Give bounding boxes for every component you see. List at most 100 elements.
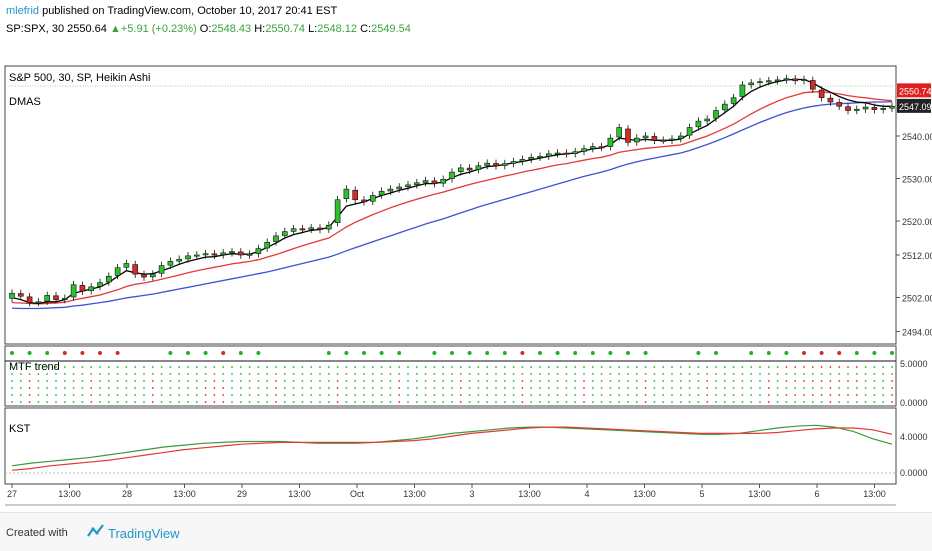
open-label: O: [199,23,212,35]
mtf-top-dot [238,351,243,355]
mtf-dot [847,380,849,382]
mtf-dot [609,366,612,368]
mtf-top-dot [608,351,613,355]
mtf-dot [213,366,216,368]
mtf-dot [310,380,313,382]
mtf-dot [204,373,207,375]
mtf-dot [459,373,462,375]
mtf-dot [679,394,682,396]
mtf-dot [354,401,357,403]
mtf-dot [785,394,788,396]
mtf-dot [609,387,612,389]
mtf-dot [424,366,427,368]
chart-canvas[interactable]: S&P 500, 30, SP, Heikin Ashi DMAS MTF tr… [0,0,932,512]
mtf-dot [495,373,497,375]
mtf-dot [345,394,348,396]
mtf-dot [389,373,392,375]
mtf-dot [187,394,189,396]
mtf-dot [160,401,163,403]
mtf-dot [90,380,93,382]
mtf-dot [90,401,93,403]
candle-body [106,275,112,283]
mtf-dot [451,373,453,375]
mtf-dot [838,380,841,382]
mtf-dot [257,373,260,375]
mtf-dot [178,366,181,368]
mtf-dot [160,373,163,375]
mtf-dot [512,394,515,396]
mtf-dot [847,373,849,375]
mtf-dot [292,387,295,389]
mtf-top-dot [714,351,718,355]
mtf-pane-frame [4,345,897,407]
mtf-dot [72,401,75,403]
mtf-dot [618,380,621,382]
tradingview-brand[interactable]: TradingView [108,526,180,541]
mtf-dot [477,380,480,382]
candle-body [695,120,702,128]
mtf-dot [11,401,13,403]
author-link[interactable]: mlefrid [6,5,40,17]
mtf-dot [838,387,841,389]
mtf-pane-title: MTF trend [9,361,60,373]
mtf-dot [671,401,673,403]
mtf-dot [741,401,744,403]
mtf-dot [829,380,832,382]
mtf-dot [398,380,401,382]
mtf-dot [55,387,57,389]
mtf-dot [11,373,13,375]
mtf-dot [785,380,788,382]
candle-body [783,78,790,81]
mtf-dot [539,387,541,389]
kst-axis-label: 0.0000 [900,468,928,478]
mtf-dot [239,366,242,368]
mtf-dot [275,394,277,396]
time-tick-label: 13:00 [518,489,541,499]
mtf-dot [424,401,427,403]
candle-body [774,79,781,82]
mtf-dot [231,394,233,396]
mtf-dot [336,401,339,403]
mtf-dot [644,394,647,396]
mtf-dot [635,387,638,389]
mtf-dot [820,366,823,368]
mtf-top-dot [186,351,190,355]
mtf-dot [803,394,805,396]
candle-body [114,267,121,276]
candle-body [17,293,24,297]
mtf-dot [424,373,427,375]
mtf-dot [116,387,119,389]
mtf-dot [433,401,436,403]
candle-body [598,146,605,149]
mtf-dot [266,366,269,368]
mtf-dot [336,366,339,368]
mtf-dot [662,387,665,389]
mtf-dot [143,387,145,389]
mtf-dot [556,366,559,368]
candle-body [79,285,86,292]
mtf-dot [204,394,207,396]
mtf-dot [37,373,40,375]
mtf-dot [415,394,418,396]
mtf-dot [239,380,242,382]
candle-body [211,253,218,256]
mtf-dot [248,394,251,396]
mtf-dot [363,373,365,375]
mtf-dot [169,380,172,382]
mtf-dot [37,387,40,389]
mtf-top-dot [115,351,120,355]
mtf-dot [679,373,682,375]
mtf-dot [697,401,700,403]
symbol: SP:SPX, 30 [6,23,65,35]
mtf-dot [195,373,198,375]
mtf-dot [688,387,691,389]
mtf-dot [160,394,163,396]
candle-body [475,165,482,170]
mtf-dot [785,401,788,403]
mtf-dot [829,394,832,396]
mtf-dot [363,366,365,368]
mtf-top-dot [643,351,648,355]
mtf-dot [354,387,357,389]
mtf-dot [644,380,647,382]
ma-slow-line [11,100,893,310]
